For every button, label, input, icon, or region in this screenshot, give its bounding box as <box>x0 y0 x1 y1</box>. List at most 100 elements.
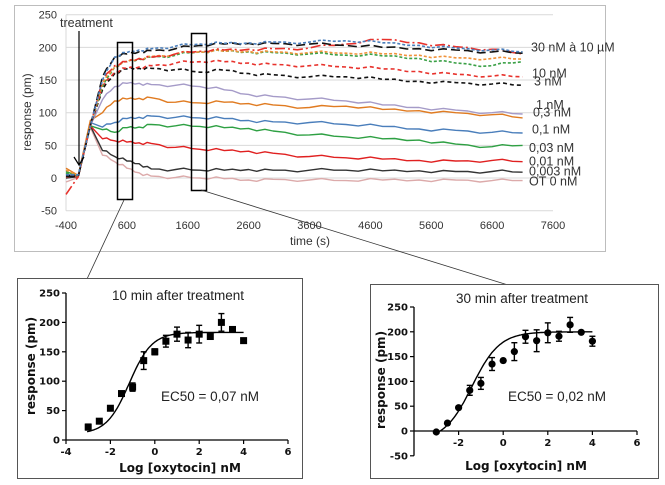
data-point <box>566 321 574 329</box>
data-point <box>229 325 236 333</box>
data-point <box>455 404 463 412</box>
timecourse-gridlines <box>66 14 553 212</box>
dose30-ec50: EC50 = 0,02 nM <box>508 389 606 404</box>
y-tick-label: 200 <box>387 327 408 338</box>
x-tick-label: 2 <box>544 438 551 449</box>
y-tick-label: 250 <box>39 289 60 300</box>
y-tick-label: 150 <box>39 347 60 358</box>
y-tick-label: 50 <box>394 402 408 413</box>
y-tick-label: 100 <box>387 377 408 388</box>
series-line-0-01-nm <box>65 125 523 178</box>
legend-label: 3 nM <box>534 74 562 88</box>
x-tick-label: -400 <box>55 220 77 232</box>
x-tick-label: 6 <box>634 438 641 449</box>
highlight-window <box>190 32 208 192</box>
data-point <box>477 379 485 387</box>
y-tick-label: -50 <box>41 206 57 218</box>
legend-label: 0,003 nM <box>529 165 581 179</box>
legend-label: 1 nM <box>536 98 564 112</box>
series-line-1-nm <box>65 81 523 177</box>
y-tick-label: 100 <box>39 377 60 388</box>
highlight-window <box>116 41 134 201</box>
y-tick-label: 200 <box>39 42 57 54</box>
x-tick-label: 4 <box>240 447 247 458</box>
series-line-10-nm <box>65 59 523 178</box>
data-point <box>140 357 148 365</box>
data-point <box>217 318 225 326</box>
data-point <box>118 390 125 398</box>
data-point <box>240 337 248 345</box>
data-point <box>588 337 597 345</box>
x-tick-label: 6600 <box>480 220 504 232</box>
x-tick-label: 3600 <box>297 220 321 232</box>
dose10-ylabel: response (pm) <box>24 317 38 415</box>
series-line-0-003-nm <box>65 125 523 179</box>
x-tick-label: 2600 <box>236 220 260 232</box>
x-tick-label: 5600 <box>419 220 443 232</box>
legend-label: 0,1 nM <box>532 123 570 137</box>
data-point <box>544 329 552 337</box>
x-tick-label: -4 <box>60 447 71 458</box>
timecourse-xlabel: time (s) <box>290 234 330 248</box>
data-point <box>173 330 181 338</box>
x-tick-label: 6 <box>285 447 292 458</box>
data-point <box>555 332 563 340</box>
y-tick-label: 0 <box>51 173 57 185</box>
y-tick-label: 0 <box>401 427 408 438</box>
dose10-plot: 0 50 100 150 200 250 -4 -2 0 2 4 6 <box>39 289 291 459</box>
legend-label: 30 nM à 10 µM <box>531 40 615 54</box>
dose30-ylabel: response (pm) <box>374 331 388 429</box>
y-tick-label: 0 <box>53 436 60 447</box>
y-tick-label: 250 <box>387 303 408 314</box>
highlight-windows <box>116 32 208 201</box>
series-line-ot-0-nm <box>65 126 523 183</box>
connector-30min <box>200 189 509 286</box>
data-point <box>184 336 192 344</box>
treatment-arrow <box>73 31 85 167</box>
data-point <box>195 330 203 338</box>
dose10-ec50: EC50 = 0,07 nM <box>161 389 259 404</box>
data-point <box>432 428 440 436</box>
y-tick-label: 150 <box>39 75 57 87</box>
series-line-0-03-nm <box>65 123 523 177</box>
dose30-plot: -50 0 50 100 150 200 250 -2 0 2 4 6 <box>387 303 640 463</box>
y-tick-label: 50 <box>45 140 57 152</box>
legend-label: 0,01 nM <box>529 155 574 169</box>
dose30-xlabel: Log [oxytocin] nM <box>465 459 587 473</box>
x-tick-label: 2 <box>196 447 203 458</box>
data-point <box>84 423 92 431</box>
data-point <box>533 337 541 345</box>
x-tick-label: 0 <box>500 438 507 449</box>
y-tick-label: -50 <box>390 451 408 462</box>
y-tick-label: 150 <box>387 352 408 363</box>
timecourse-legend: 30 nM à 10 µM 10 nM3 nM 1 nM0,3 nM 0,1 nM 0,… <box>529 40 615 188</box>
timecourse-ylabel: response (pm) <box>20 73 34 150</box>
x-tick-label: -2 <box>453 438 464 449</box>
x-tick-label: 4600 <box>358 220 382 232</box>
data-point <box>443 419 452 427</box>
data-point <box>466 386 474 394</box>
data-point <box>206 333 214 341</box>
x-tick-label: 1600 <box>176 220 200 232</box>
data-point <box>521 333 530 341</box>
dose10-chart-frame <box>17 278 303 479</box>
timecourse-axes: -50 0 50 100 150 200 250 -400 600 1600 2600 3600 460… <box>39 10 566 232</box>
data-point <box>510 348 518 356</box>
timecourse-series <box>65 38 523 195</box>
data-point <box>499 356 507 365</box>
legend-label: 0,03 nM <box>529 141 574 155</box>
dose30-chart-frame <box>370 284 659 479</box>
x-tick-label: 7600 <box>541 220 565 232</box>
data-point <box>151 348 159 356</box>
data-point <box>95 417 103 425</box>
dose30-title: 30 min after treatment <box>456 291 588 306</box>
dose10-xlabel: Log [oxytocin] nM <box>119 461 241 475</box>
x-tick-label: 4 <box>589 438 596 449</box>
series-line-0-1-nm <box>65 114 523 177</box>
y-tick-label: 250 <box>39 10 57 22</box>
series-line-30-nm-10-m-c- <box>65 38 523 195</box>
legend-label: OT 0 nM <box>529 174 577 188</box>
data-point <box>162 337 170 345</box>
x-tick-label: 600 <box>118 220 136 232</box>
